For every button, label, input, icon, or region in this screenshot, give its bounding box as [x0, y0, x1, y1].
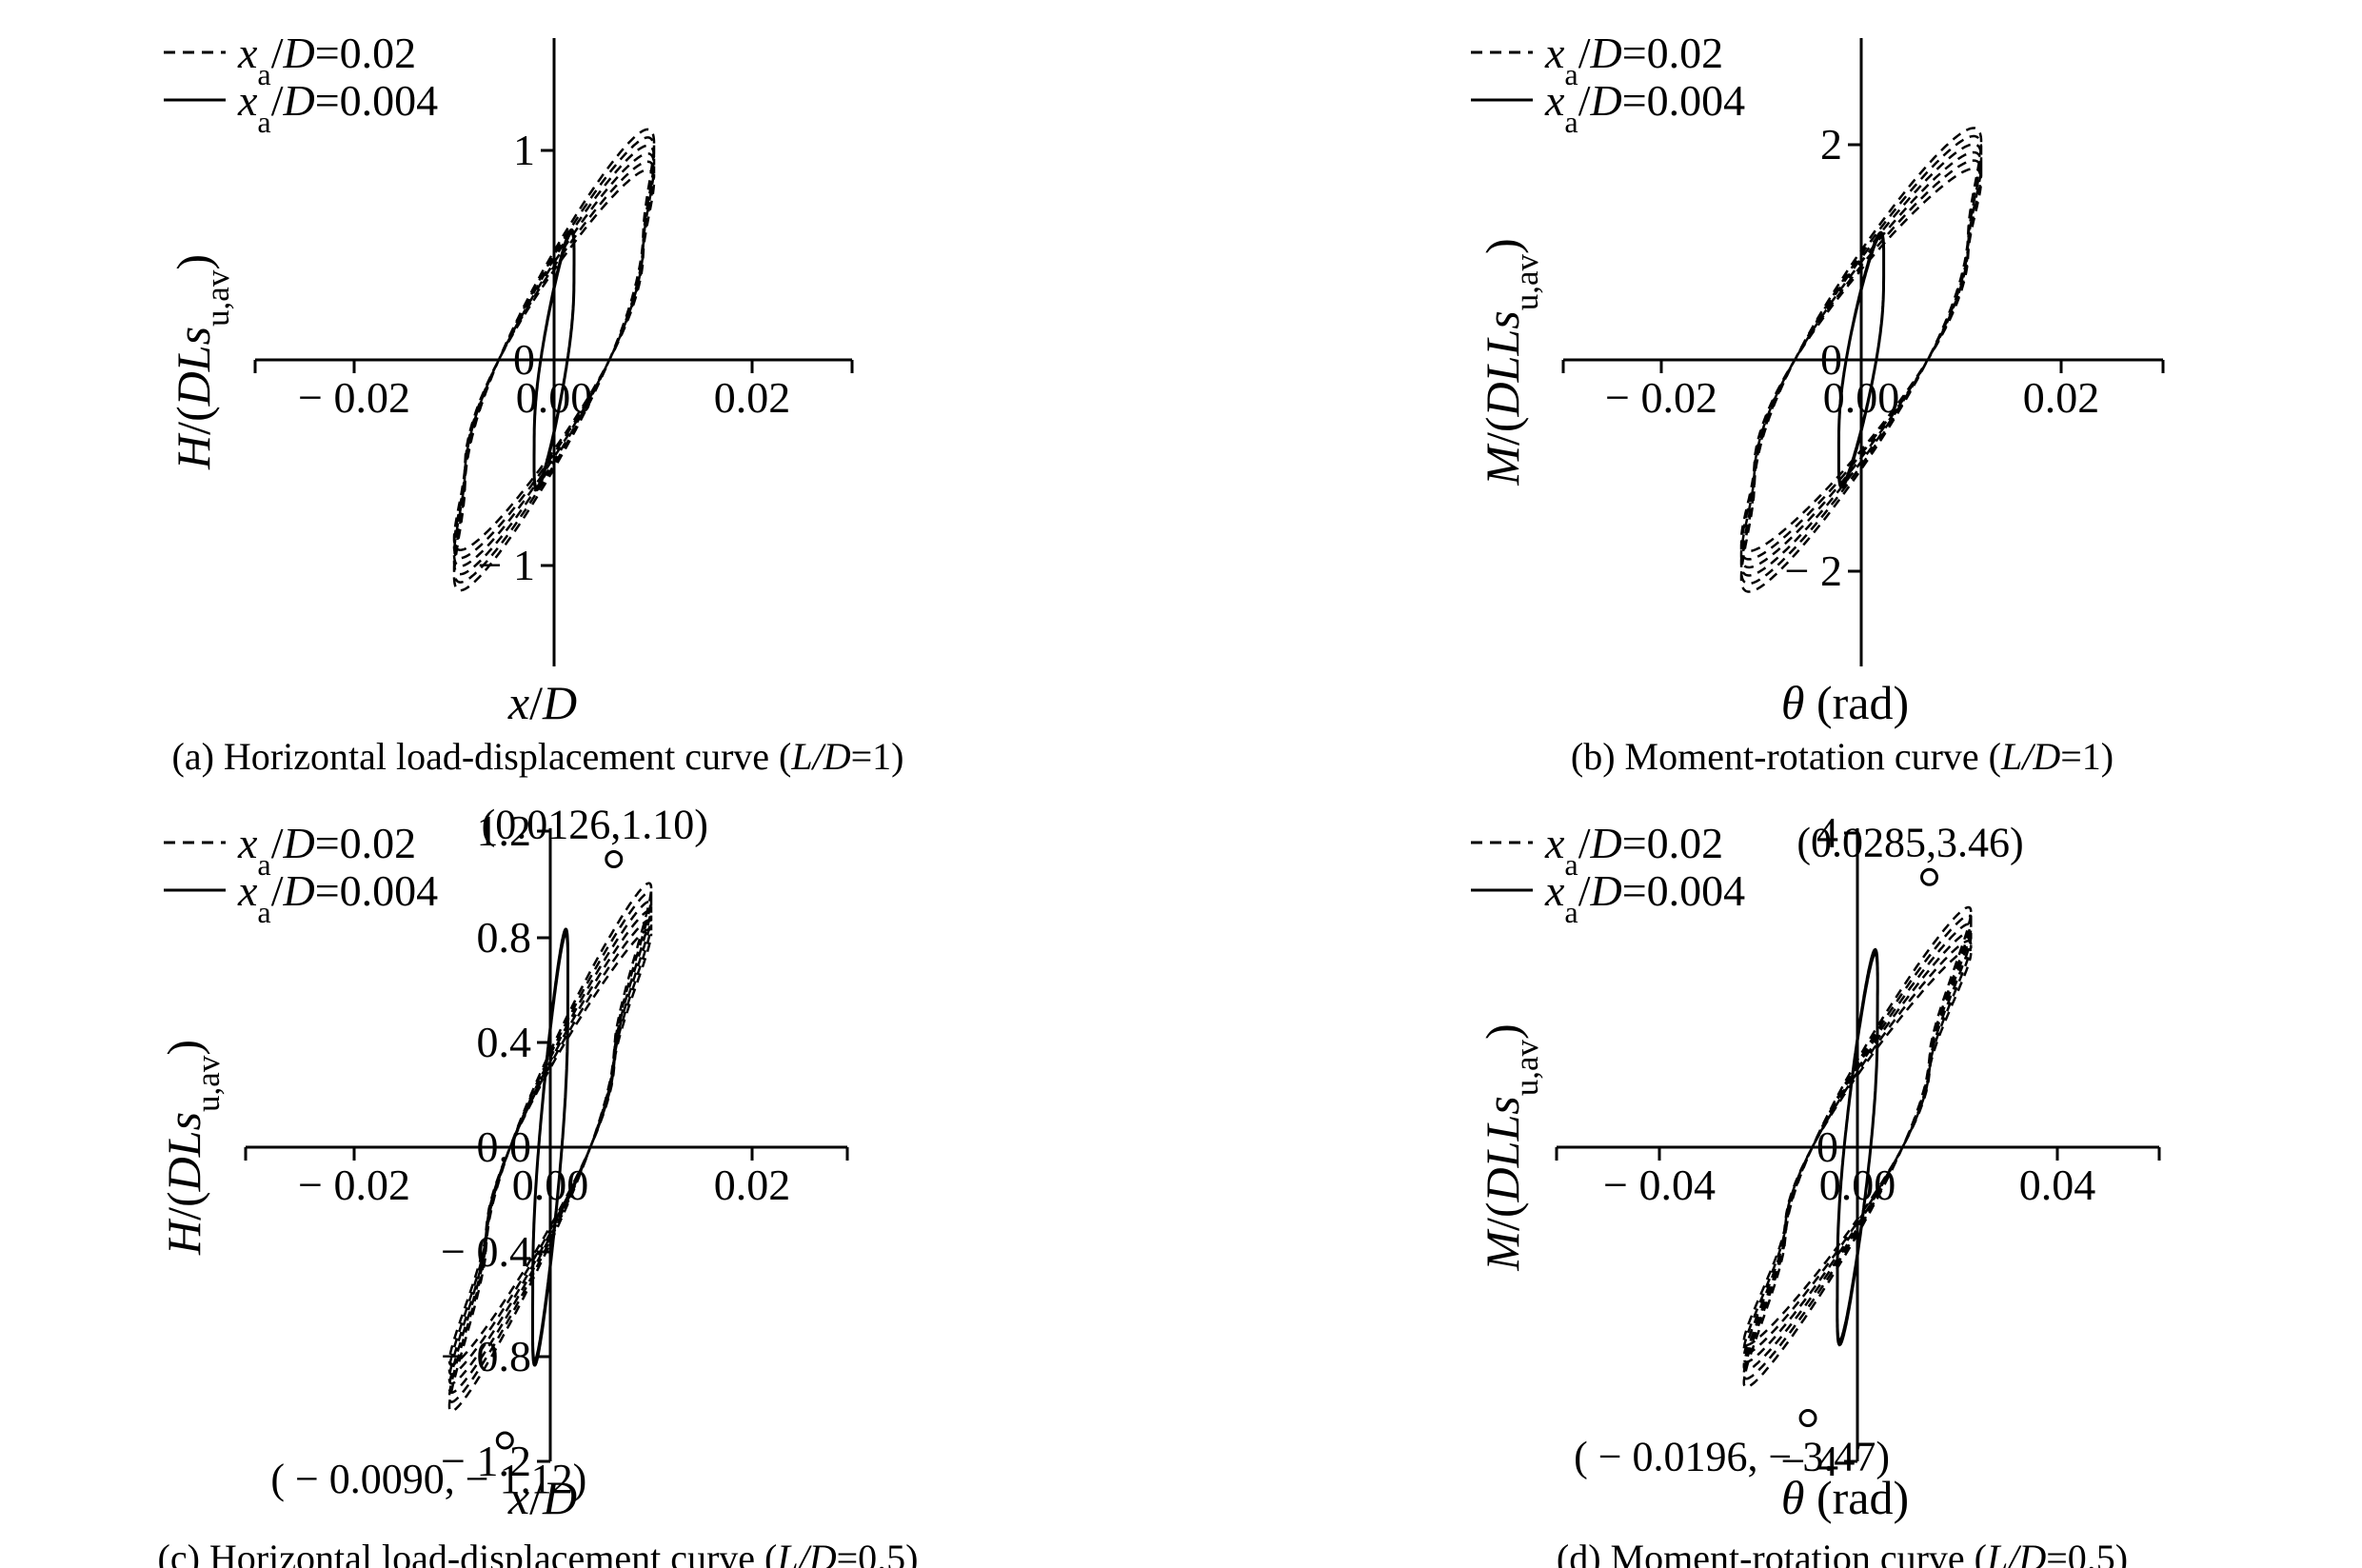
x-tick-label: 0.02 [714, 1161, 791, 1209]
y-tick-label: 1.2 [477, 806, 532, 855]
series-dashed-line [447, 882, 653, 1413]
x-tick-label: 0.00 [516, 373, 593, 422]
annotation-marker [605, 850, 624, 868]
x-tick-label: 0.00 [1819, 1161, 1896, 1209]
x-tick-label: − 0.02 [298, 373, 410, 422]
panel-caption: (c) Horizontal load-displacement curve (… [158, 1537, 919, 1568]
annotation-label: ( − 0.0196, − 3.47) [1574, 1434, 1890, 1480]
legend-dashed-label: xa/D=0.02 [237, 29, 416, 91]
chart-panel-b: − 0.02 0.00 0.02 − 2 0 2 θ (rad) M/(DLLsu,av) (b… [1471, 29, 2165, 778]
series-solid-line [1836, 230, 1886, 489]
y-tick-label: 0 [1820, 335, 1842, 384]
annotation-marker [1798, 1409, 1817, 1428]
series-solid-line [531, 927, 569, 1367]
x-tick-label: 0.04 [2019, 1161, 2096, 1209]
x-axis-label: x/D [507, 1471, 577, 1524]
series-dashed-line [1742, 905, 1973, 1389]
x-axis-label: x/D [507, 676, 577, 729]
y-tick-label: 2 [1820, 120, 1842, 169]
legend-dashed-label: xa/D=0.02 [1544, 819, 1723, 882]
annotation-marker [1920, 867, 1939, 886]
y-tick-label: 0.8 [477, 913, 532, 962]
panel-caption: (a) Horizontal load-displacement curve (… [172, 735, 904, 778]
y-tick-label: 0.0 [477, 1122, 532, 1171]
annotation-label: (0.0126,1.10) [482, 802, 708, 848]
y-tick-label: 4 [1816, 808, 1838, 857]
x-tick-label: 0.00 [512, 1161, 589, 1209]
series-solid-line [1836, 947, 1879, 1347]
x-tick-label: − 0.02 [1605, 373, 1717, 422]
series-dashed-line [1739, 127, 1983, 593]
x-axis-label: θ (rad) [1781, 676, 1909, 729]
x-axis-label: θ (rad) [1781, 1471, 1909, 1524]
y-tick-label: − 0.8 [441, 1332, 531, 1380]
annotation-marker [495, 1431, 514, 1450]
y-tick-label: 0 [1816, 1122, 1838, 1171]
y-axis-label: H/(DLsu,av) [167, 254, 236, 470]
legend-solid-label: xa/D=0.004 [237, 76, 438, 139]
y-tick-label: − 2 [1785, 546, 1842, 595]
x-tick-label: 0.02 [714, 373, 791, 422]
y-tick-label: 1 [513, 126, 535, 174]
series-solid-line [532, 228, 576, 492]
chart-panel-c: − 0.02 0.00 0.02 − 1.2 − 0.8 − 0.4 0.0 0.4 0.8 1.… [157, 802, 918, 1568]
legend-solid-label: xa/D=0.004 [1544, 76, 1745, 139]
annotation-label: ( − 0.0090, − 1.12) [270, 1456, 586, 1502]
y-axis-label: M/(DLLsu,av) [1476, 1023, 1545, 1271]
y-tick-label: 0.4 [477, 1018, 532, 1066]
y-tick-label: − 4 [1781, 1437, 1838, 1485]
y-tick-label: − 0.4 [441, 1227, 531, 1276]
x-tick-label: − 0.04 [1603, 1161, 1716, 1209]
panel-caption: (b) Moment-rotation curve (L/D=1) [1571, 735, 2114, 778]
legend-solid-label: xa/D=0.004 [237, 866, 438, 929]
legend-solid-label: xa/D=0.004 [1544, 866, 1745, 929]
y-tick-label: 0 [513, 335, 535, 384]
y-axis-label: H/(DLsu,av) [157, 1040, 227, 1256]
chart-panel-a: − 0.02 0.00 0.02 − 1 0 1 x/D H/(DLsu,av) (a) Hor… [164, 29, 903, 778]
legend-dashed-label: xa/D=0.02 [1544, 29, 1723, 91]
x-tick-label: 0.02 [2023, 373, 2100, 422]
x-tick-label: − 0.02 [298, 1161, 410, 1209]
y-axis-label: M/(DLLsu,av) [1476, 238, 1545, 486]
y-tick-label: − 1 [478, 541, 535, 589]
series-dashed-line [452, 128, 656, 592]
y-tick-label: − 1.2 [441, 1437, 531, 1485]
panel-caption: (d) Moment-rotation curve (L/D=0.5) [1557, 1537, 2128, 1568]
legend-dashed-label: xa/D=0.02 [237, 819, 416, 882]
chart-panel-d: − 0.04 0.00 0.04 − 4 0 4 θ (rad) M/(DLLsu,av) (d… [1471, 808, 2161, 1568]
x-tick-label: 0.00 [1823, 373, 1900, 422]
annotation-label: (0.0285,3.46) [1796, 819, 2023, 865]
